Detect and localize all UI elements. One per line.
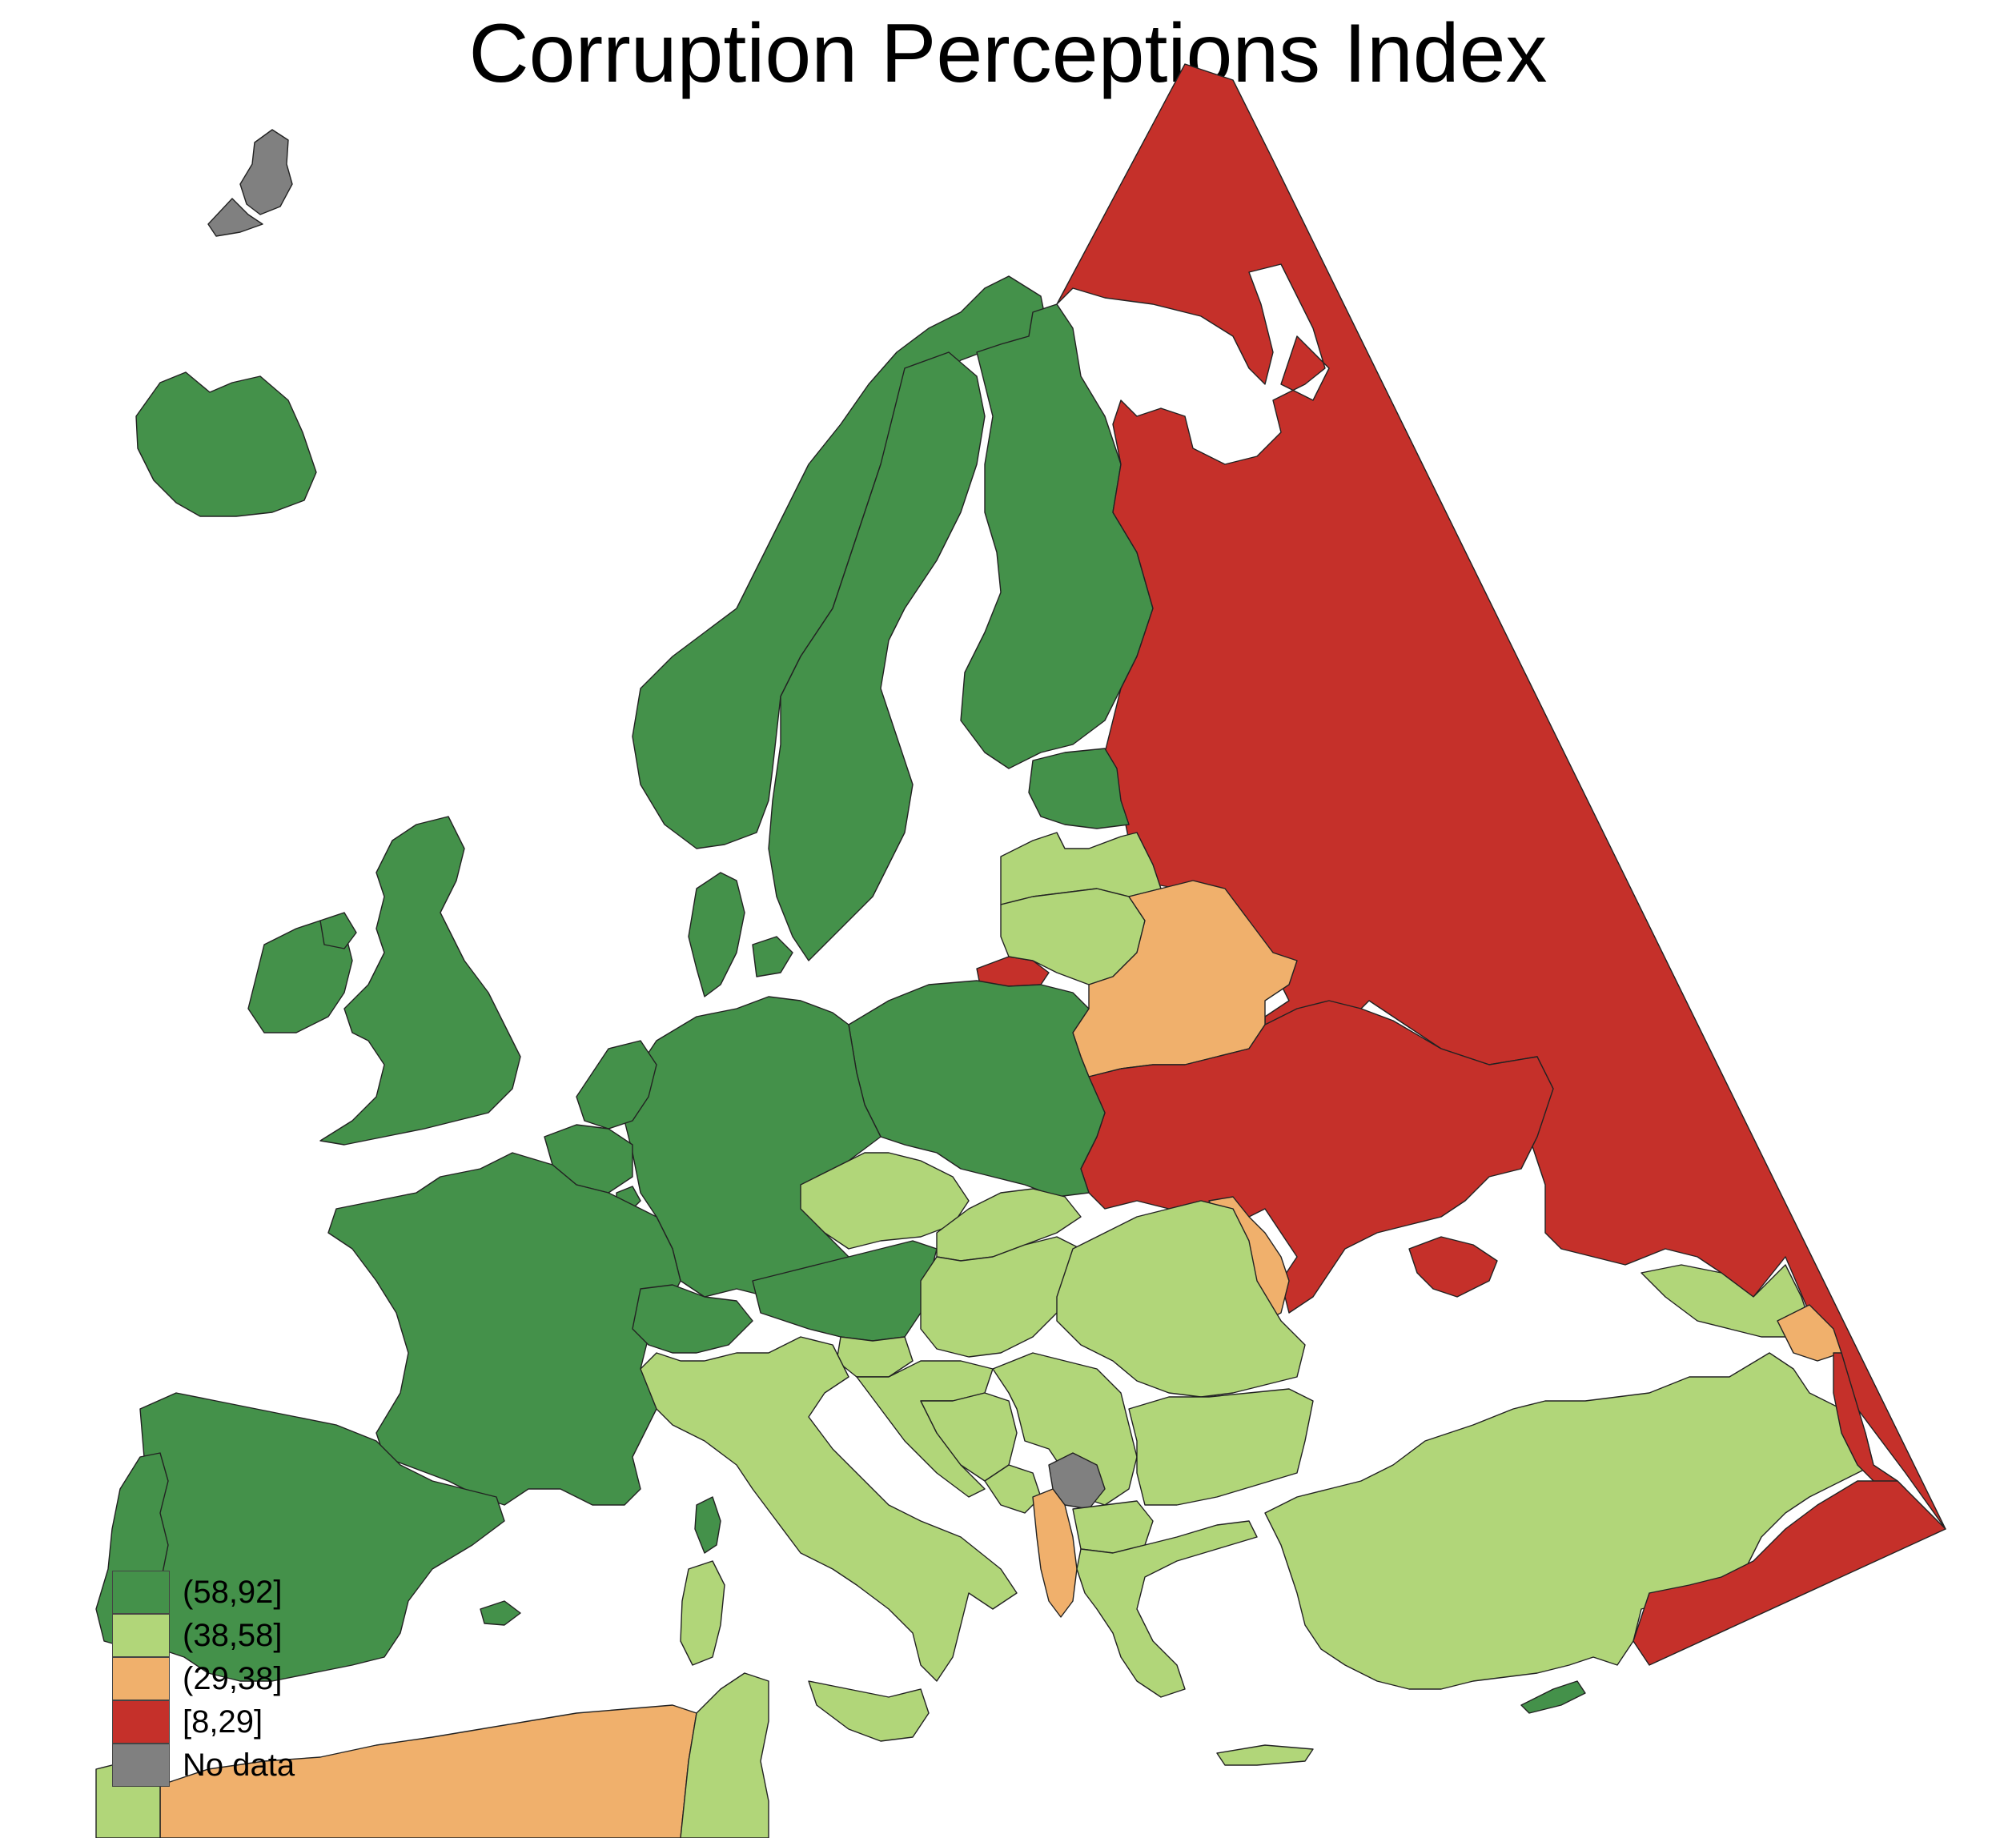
legend-label: (38,58] [183,1617,283,1653]
region-turkey [1264,1352,1874,1690]
legend-label: No data [183,1747,295,1783]
region-greece [1076,1520,1314,1766]
region-france [327,1152,681,1506]
region-balearic [480,1600,521,1626]
legend-swatch [112,1700,170,1744]
legend-swatch [112,1571,170,1614]
legend-item: (38,58] [112,1614,295,1657]
legend-swatch [112,1614,170,1657]
region-crimea [1408,1236,1498,1298]
region-tunisia [680,1672,769,1838]
region-north-macedonia [1072,1500,1154,1554]
legend-item: (58,92] [112,1571,295,1614]
region-finland [960,303,1154,769]
region-bulgaria [1128,1388,1314,1506]
map-title: Corruption Perceptions Index [468,7,1548,100]
region-northern-ireland [319,912,357,949]
region-denmark [688,872,793,997]
region-iceland [135,371,317,517]
region-poland [848,980,1106,1198]
legend-swatch [112,1744,170,1787]
region-switzerland [632,1284,753,1354]
region-serbia [992,1352,1138,1506]
region-sardinia [680,1560,725,1666]
region-romania [1056,1200,1306,1398]
region-united-kingdom [319,816,521,1146]
region-cyprus [1520,1680,1586,1714]
region-estonia [1028,748,1130,829]
region-italy [640,1336,1018,1742]
region-svalbard [207,129,293,237]
region-netherlands [576,1040,657,1130]
legend-item: [8,29] [112,1700,295,1744]
legend-label: (29,38] [183,1660,283,1696]
map-legend: (58,92] (38,58] (29,38] [8,29] No data [112,1571,295,1787]
region-albania [1032,1488,1078,1618]
legend-item: No data [112,1744,295,1787]
legend-label: [8,29] [183,1704,263,1740]
region-southeast [1632,1480,1946,1666]
region-ukraine [1080,1000,1554,1314]
region-czechia [800,1152,970,1250]
region-sweden [768,351,986,961]
region-bosnia [920,1392,1018,1482]
legend-label: (58,92] [183,1574,283,1610]
legend-item: (29,38] [112,1657,295,1700]
region-corsica [694,1496,721,1554]
region-ireland [247,920,353,1033]
legend-swatch [112,1657,170,1700]
